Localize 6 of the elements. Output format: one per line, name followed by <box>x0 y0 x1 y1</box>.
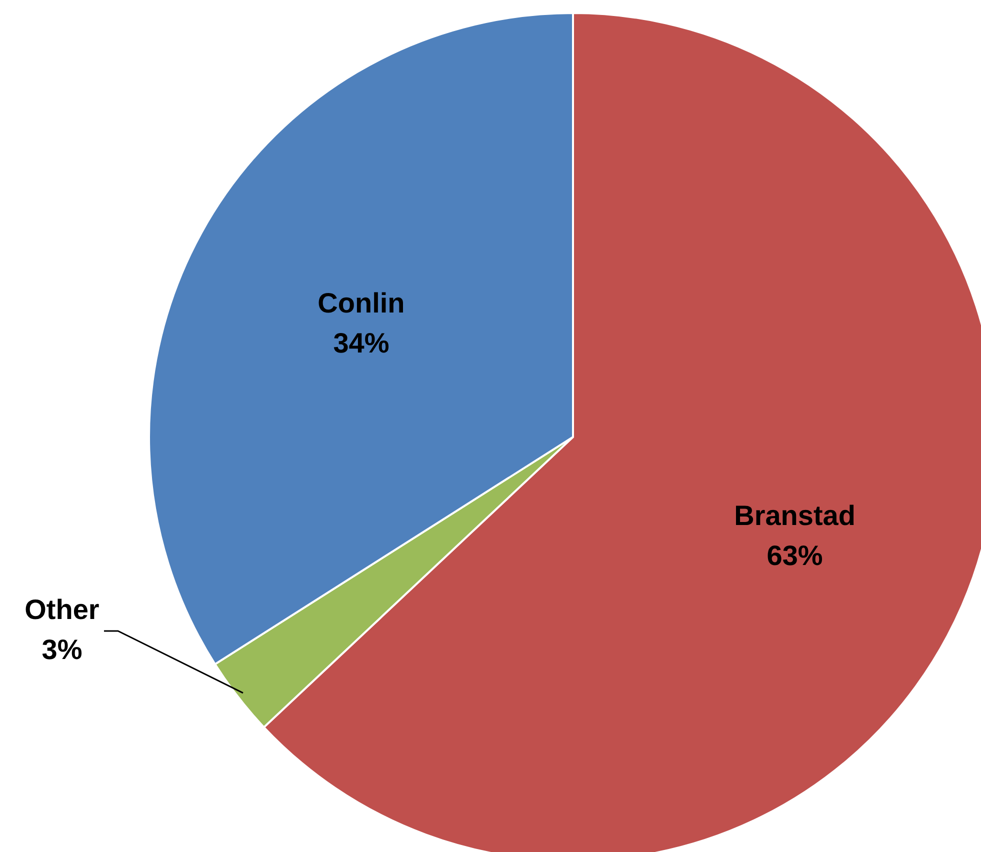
slice-label: Other <box>24 594 100 625</box>
data-label: 63% <box>766 540 823 571</box>
data-label: 3% <box>42 634 82 665</box>
data-label: 34% <box>333 328 390 359</box>
slice-label: Branstad <box>734 500 856 531</box>
slice-label: Conlin <box>318 288 405 319</box>
